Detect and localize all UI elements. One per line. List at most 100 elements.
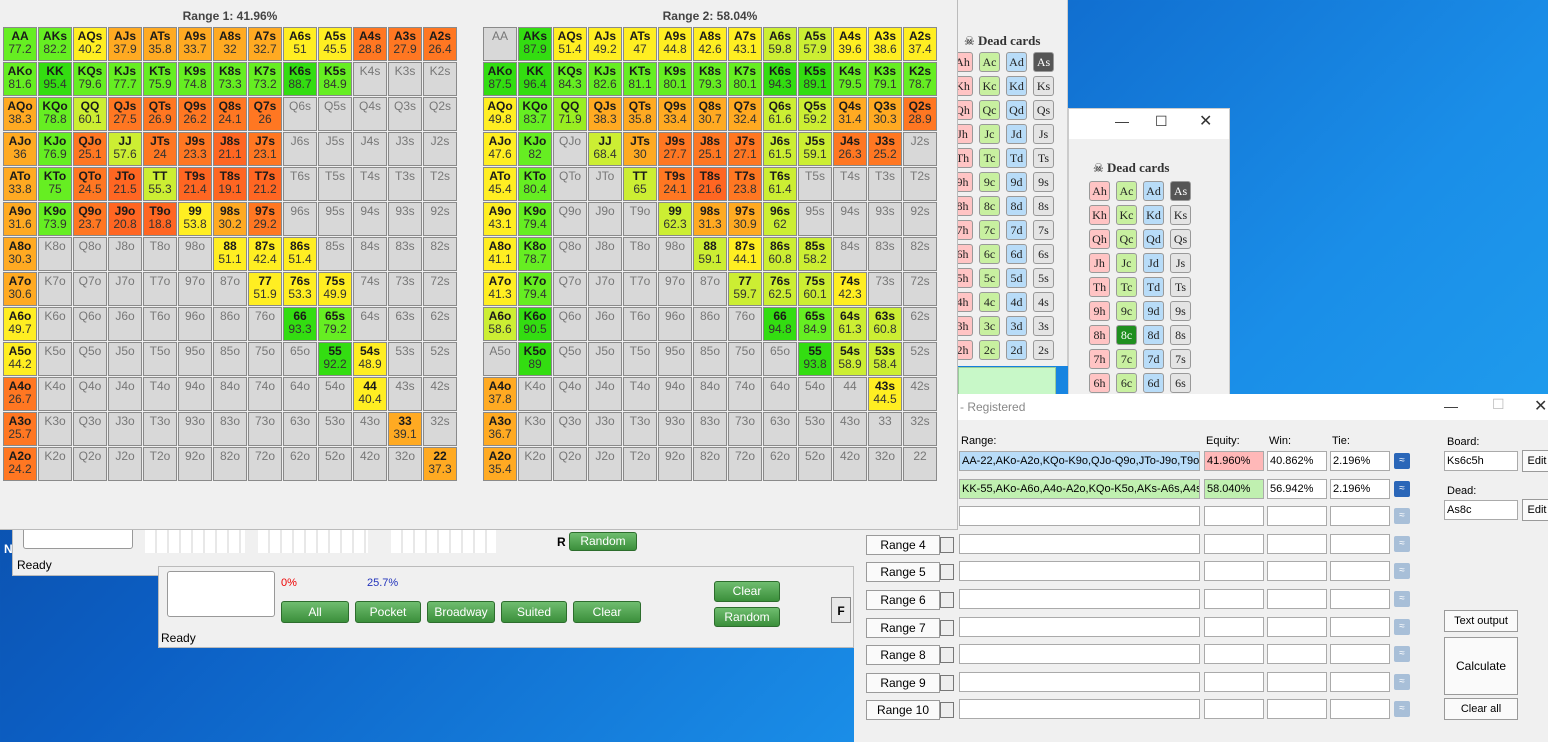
range2-cell-KQs[interactable]: KQs 84.3 — [553, 62, 587, 96]
range1-cell-Q8o[interactable]: Q8o — [73, 237, 107, 271]
range1-cell-87o[interactable]: 87o — [213, 272, 247, 306]
range2-cell-73o[interactable]: 73o — [728, 412, 762, 446]
range1-cell-K6s[interactable]: K6s 88.7 — [283, 62, 317, 96]
range1-cell-85o[interactable]: 85o — [213, 342, 247, 376]
range1-cell-J2o[interactable]: J2o — [108, 447, 142, 481]
dead-card-8c[interactable]: 8c — [979, 196, 1000, 216]
range1-cell-QJo[interactable]: QJo 25.1 — [73, 132, 107, 166]
range2-cell-T7o[interactable]: T7o — [623, 272, 657, 306]
range1-cell-84o[interactable]: 84o — [213, 377, 247, 411]
range2-cell-97s[interactable]: 97s 30.9 — [728, 202, 762, 236]
range1-cell-J6s[interactable]: J6s — [283, 132, 317, 166]
range2-cell-85o[interactable]: 85o — [693, 342, 727, 376]
range1-cell-AA[interactable]: AA 77.2 — [3, 27, 37, 61]
range2-cell-92s[interactable]: 92s — [903, 202, 937, 236]
range1-cell-A9o[interactable]: A9o 31.6 — [3, 202, 37, 236]
range1-cell-83o[interactable]: 83o — [213, 412, 247, 446]
range1-cell-Q6s[interactable]: Q6s — [283, 97, 317, 131]
range1-cell-52s[interactable]: 52s — [423, 342, 457, 376]
range1-cell-A4s[interactable]: A4s 28.8 — [353, 27, 387, 61]
range1-cell-Q7s[interactable]: Q7s 26 — [248, 97, 282, 131]
back-random-button-2[interactable]: Random — [714, 607, 780, 627]
range2-cell-T4s[interactable]: T4s — [833, 167, 867, 201]
range2-cell-Q8o[interactable]: Q8o — [553, 237, 587, 271]
range2-cell-94s[interactable]: 94s — [833, 202, 867, 236]
main-close-icon[interactable]: ✕ — [1534, 398, 1548, 415]
range2-cell-AQs[interactable]: AQs 51.4 — [553, 27, 587, 61]
range1-cell-83s[interactable]: 83s — [388, 237, 422, 271]
range2-cell-65o[interactable]: 65o — [763, 342, 797, 376]
range1-cell-93s[interactable]: 93s — [388, 202, 422, 236]
range-1-feed-icon[interactable]: ≈ — [1394, 453, 1410, 469]
range-6-copy-icon[interactable] — [940, 592, 954, 608]
dead-card-As[interactable]: As — [1170, 181, 1191, 201]
range2-cell-A6o[interactable]: A6o 58.6 — [483, 307, 517, 341]
range2-cell-K3o[interactable]: K3o — [518, 412, 552, 446]
dead-card-Jc[interactable]: Jc — [1116, 253, 1137, 273]
range1-cell-A8s[interactable]: A8s 32 — [213, 27, 247, 61]
range1-cell-K2s[interactable]: K2s — [423, 62, 457, 96]
dead-card-6h[interactable]: 6h — [1089, 373, 1110, 393]
range-6-button[interactable]: Range 6 — [866, 590, 940, 610]
range1-cell-93o[interactable]: 93o — [178, 412, 212, 446]
range2-cell-Q2o[interactable]: Q2o — [553, 447, 587, 481]
range1-cell-QJs[interactable]: QJs 27.5 — [108, 97, 142, 131]
close-icon[interactable]: ✕ — [1199, 113, 1213, 130]
range2-cell-K9s[interactable]: K9s 80.1 — [658, 62, 692, 96]
range-7-feed-icon[interactable]: ≈ — [1394, 618, 1410, 635]
range2-cell-T5s[interactable]: T5s — [798, 167, 832, 201]
range2-cell-95o[interactable]: 95o — [658, 342, 692, 376]
main-minimize-icon[interactable]: — — [1444, 398, 1458, 414]
dead-card-Jd[interactable]: Jd — [1006, 124, 1027, 144]
range1-cell-T6o[interactable]: T6o — [143, 307, 177, 341]
range1-cell-66[interactable]: 66 93.3 — [283, 307, 317, 341]
range2-cell-75s[interactable]: 75s 60.1 — [798, 272, 832, 306]
dead-card-Jh[interactable]: Jh — [1089, 253, 1110, 273]
range1-cell-A5s[interactable]: A5s 45.5 — [318, 27, 352, 61]
range1-cell-KTs[interactable]: KTs 75.9 — [143, 62, 177, 96]
dead-card-6d[interactable]: 6d — [1143, 373, 1164, 393]
range-10-button[interactable]: Range 10 — [866, 700, 940, 721]
range1-cell-K7o[interactable]: K7o — [38, 272, 72, 306]
range2-cell-K6s[interactable]: K6s 94.3 — [763, 62, 797, 96]
range1-cell-95s[interactable]: 95s — [318, 202, 352, 236]
range1-cell-Q4s[interactable]: Q4s — [353, 97, 387, 131]
range1-cell-Q9o[interactable]: Q9o 23.7 — [73, 202, 107, 236]
range2-cell-T2o[interactable]: T2o — [623, 447, 657, 481]
range2-cell-K8s[interactable]: K8s 79.3 — [693, 62, 727, 96]
range2-cell-J3s[interactable]: J3s 25.2 — [868, 132, 902, 166]
range1-cell-Q7o[interactable]: Q7o — [73, 272, 107, 306]
range2-cell-Q3o[interactable]: Q3o — [553, 412, 587, 446]
range2-cell-77[interactable]: 77 59.7 — [728, 272, 762, 306]
dead-card-Jd[interactable]: Jd — [1143, 253, 1164, 273]
dead-card-Tc[interactable]: Tc — [1116, 277, 1137, 297]
range-4-copy-icon[interactable] — [940, 536, 954, 553]
range1-cell-54o[interactable]: 54o — [318, 377, 352, 411]
range2-cell-72o[interactable]: 72o — [728, 447, 762, 481]
range2-cell-54o[interactable]: 54o — [798, 377, 832, 411]
range1-cell-53s[interactable]: 53s — [388, 342, 422, 376]
range1-cell-97s[interactable]: 97s 29.2 — [248, 202, 282, 236]
dead-card-Qs[interactable]: Qs — [1033, 100, 1054, 120]
dead-card-Kc[interactable]: Kc — [979, 76, 1000, 96]
range2-cell-K4s[interactable]: K4s 79.5 — [833, 62, 867, 96]
range1-cell-J3o[interactable]: J3o — [108, 412, 142, 446]
range2-cell-A4s[interactable]: A4s 39.6 — [833, 27, 867, 61]
range2-cell-99[interactable]: 99 62.3 — [658, 202, 692, 236]
range1-cell-J8o[interactable]: J8o — [108, 237, 142, 271]
range2-cell-KTo[interactable]: KTo 80.4 — [518, 167, 552, 201]
range1-cell-82s[interactable]: 82s — [423, 237, 457, 271]
range1-cell-44[interactable]: 44 40.4 — [353, 377, 387, 411]
range1-cell-43s[interactable]: 43s — [388, 377, 422, 411]
range2-cell-JJ[interactable]: JJ 68.4 — [588, 132, 622, 166]
range1-cell-A2o[interactable]: A2o 24.2 — [3, 447, 37, 481]
range2-cell-43o[interactable]: 43o — [833, 412, 867, 446]
range2-cell-83o[interactable]: 83o — [693, 412, 727, 446]
dead-card-7h[interactable]: 7h — [1089, 349, 1110, 369]
range2-cell-22[interactable]: 22 — [903, 447, 937, 481]
range1-cell-A8o[interactable]: A8o 30.3 — [3, 237, 37, 271]
range1-cell-KQs[interactable]: KQs 79.6 — [73, 62, 107, 96]
dead-card-5s[interactable]: 5s — [1033, 268, 1054, 288]
dead-card-Kc[interactable]: Kc — [1116, 205, 1137, 225]
range2-cell-63s[interactable]: 63s 60.8 — [868, 307, 902, 341]
